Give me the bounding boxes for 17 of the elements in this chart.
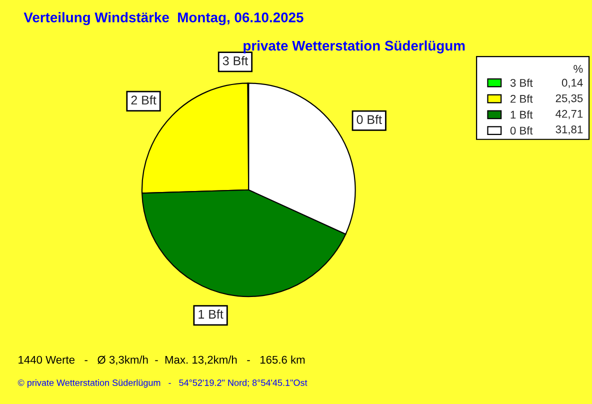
legend-label: 1 Bft bbox=[510, 110, 533, 119]
chart-subtitle: private Wetterstation Süderlügum bbox=[244, 40, 465, 54]
slice-label: 3 Bft bbox=[222, 56, 248, 66]
data-label: 0,14 bbox=[562, 78, 583, 88]
data-label: 25,35 bbox=[556, 94, 583, 104]
slice-label: 0 Bft bbox=[356, 114, 382, 124]
data-label: 31,81 bbox=[556, 125, 583, 135]
legend-label: 0 Bft bbox=[510, 126, 533, 135]
legend-label: 3 Bft bbox=[510, 78, 533, 87]
slice-label: 1 Bft bbox=[198, 310, 224, 319]
text: 1440 Werte - Ø 3,3km/h - Max. 13,2km/h - 165.6 km bbox=[18, 356, 305, 366]
text: © private Wetterstation Süderlügum - 54°52'19.2" Nord; 8°54'45.1"Ost bbox=[18, 379, 308, 388]
legend-title: % bbox=[574, 64, 583, 73]
data-label: 42,71 bbox=[556, 110, 583, 120]
legend-label: 2 Bft bbox=[510, 94, 533, 103]
chart-title: Verteilung Windstärke Montag, 06.10.2025 bbox=[24, 12, 304, 26]
slice-label: 2 Bft bbox=[131, 95, 156, 105]
